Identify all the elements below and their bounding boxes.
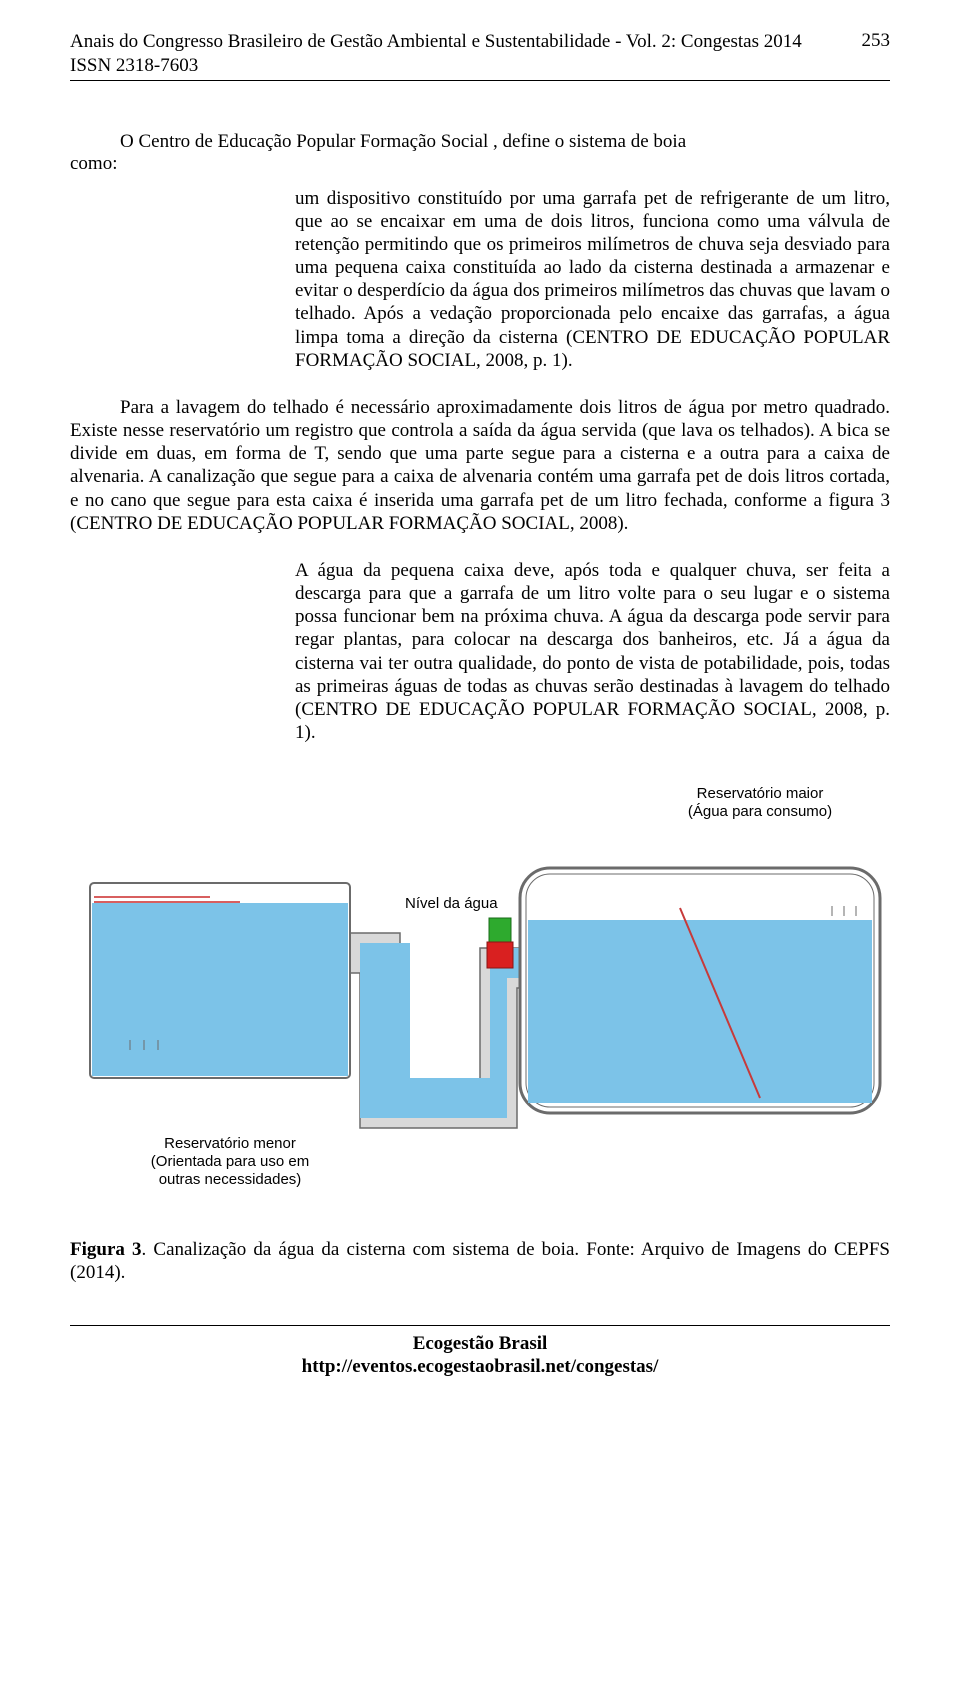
figure-caption: Figura 3. Canalização da água da cistern… [70,1238,890,1284]
block-quote-2: A água da pequena caixa deve, após toda … [295,559,890,744]
page: Anais do Congresso Brasileiro de Gestão … [0,0,960,1399]
label-res-maior-2: (Água para consumo) [688,803,832,820]
header-left: Anais do Congresso Brasileiro de Gestão … [70,30,802,78]
float-valve [487,918,513,968]
intro-como: como: [70,153,118,175]
figure-caption-bold: Figura 3 [70,1239,142,1260]
page-footer: Ecogestão Brasil http://eventos.ecogesta… [70,1325,890,1380]
intro-sentence: O Centro de Educação Popular Formação So… [70,131,890,175]
footer-line2: http://eventos.ecogestaobrasil.net/conge… [70,1355,890,1379]
figure-caption-rest: . Canalização da água da cisterna com si… [70,1239,890,1283]
header-title: Anais do Congresso Brasileiro de Gestão … [70,30,802,54]
figure-svg: Reservatório maior (Água para consumo) [70,768,890,1208]
big-tank [520,868,880,1113]
small-tank [90,883,350,1078]
page-header: Anais do Congresso Brasileiro de Gestão … [70,30,890,81]
page-number: 253 [852,30,891,52]
body-paragraph-1-text: Para a lavagem do telhado é necessário a… [70,397,890,534]
label-res-menor-2: (Orientada para uso em [151,1153,309,1170]
footer-line1: Ecogestão Brasil [70,1332,890,1356]
header-issn: ISSN 2318-7603 [70,54,802,78]
label-res-maior-1: Reservatório maior [697,785,824,802]
block-quote-1: um dispositivo constituído por uma garra… [295,187,890,372]
label-nivel: Nível da água [405,895,498,912]
intro-text: O Centro de Educação Popular Formação So… [120,131,686,152]
body-paragraph-1: Para a lavagem do telhado é necessário a… [70,396,890,535]
label-res-menor-3: outras necessidades) [159,1171,302,1188]
figure-3: Reservatório maior (Água para consumo) [70,768,890,1208]
label-res-menor-1: Reservatório menor [164,1135,296,1152]
